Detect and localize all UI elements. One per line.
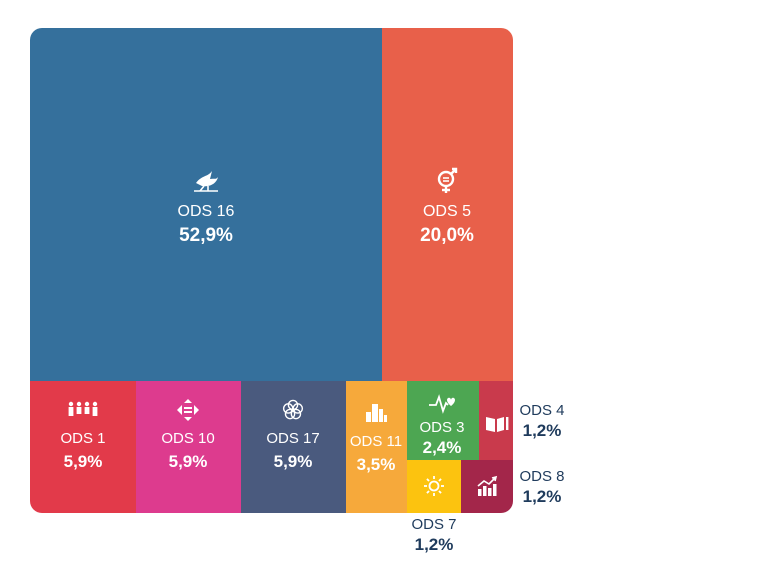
heartbeat-icon	[429, 394, 455, 414]
dove-icon	[194, 171, 218, 192]
label-ods-5: ODS 5	[423, 203, 471, 220]
label-ods-10: ODS 10	[161, 430, 214, 447]
city-icon	[366, 404, 387, 422]
family-icon	[68, 401, 98, 416]
label-ods-11: ODS 11	[350, 433, 402, 450]
treemap-cell-ods-3	[407, 381, 479, 460]
label-ods-4: ODS 4	[519, 402, 564, 419]
value-ods-5: 20,0%	[420, 225, 474, 246]
treemap-cells	[30, 28, 513, 513]
label-ods-7: ODS 7	[411, 516, 456, 533]
treemap-cell-ods-17	[241, 381, 346, 513]
value-ods-10: 5,9%	[169, 452, 208, 471]
treemap-cell-ods-7	[407, 460, 461, 513]
label-ods-8: ODS 8	[519, 468, 564, 485]
value-ods-1: 5,9%	[64, 452, 103, 471]
growth-chart-icon	[477, 475, 498, 496]
value-ods-17: 5,9%	[274, 452, 313, 471]
label-ods-17: ODS 17	[266, 430, 319, 447]
treemap-cell-ods-5	[382, 28, 513, 381]
gender-symbol-icon	[437, 167, 458, 193]
flower-icon	[282, 399, 304, 420]
treemap-cell-ods-8	[461, 460, 513, 513]
treemap-cell-ods-16	[30, 28, 382, 381]
treemap-cell-ods-11	[346, 381, 407, 513]
value-ods-11: 3,5%	[357, 455, 396, 474]
value-ods-8: 1,2%	[523, 487, 562, 506]
label-ods-3: ODS 3	[419, 419, 464, 436]
value-ods-16: 52,9%	[179, 225, 233, 246]
treemap-cell-ods-1	[30, 381, 136, 513]
value-ods-4: 1,2%	[523, 421, 562, 440]
equality-arrows-icon	[177, 399, 199, 421]
value-ods-3: 2,4%	[423, 438, 462, 457]
book-icon	[486, 417, 509, 432]
label-ods-16: ODS 16	[178, 203, 235, 220]
label-ods-1: ODS 1	[60, 430, 105, 447]
sun-icon	[424, 476, 444, 496]
value-ods-7: 1,2%	[415, 535, 454, 554]
